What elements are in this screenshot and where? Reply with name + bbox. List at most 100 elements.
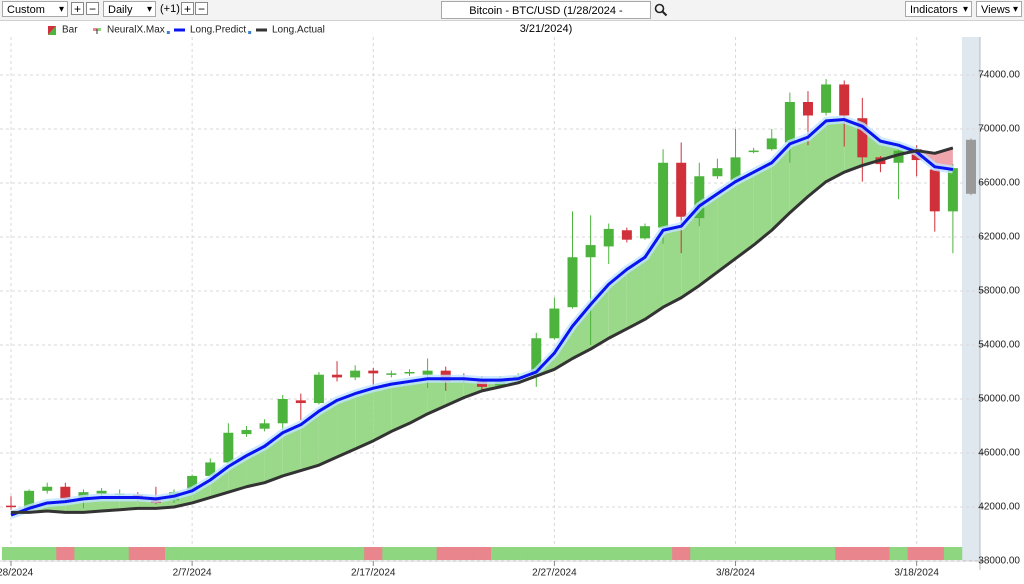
search-icon[interactable]	[654, 3, 668, 17]
y-tick-label: 38000.00	[978, 556, 1020, 567]
legend-label: Long.Predict	[190, 25, 246, 36]
area-fill	[753, 162, 772, 246]
candle-body	[802, 102, 813, 116]
signal-cell	[146, 547, 166, 560]
candle-body	[187, 475, 198, 493]
signal-cell	[780, 547, 800, 560]
y-tick-label: 46000.00	[978, 448, 1020, 459]
signal-cell	[237, 547, 256, 560]
area-fill	[807, 120, 827, 197]
symbol-title[interactable]: Bitcoin - BTC/USD (1/28/2024 - 3/21/2024…	[441, 1, 651, 35]
period-select[interactable]: Custom	[2, 1, 68, 18]
signal-cell	[545, 547, 564, 560]
x-tick-label: 2/17/2024	[351, 568, 396, 579]
candle-body	[96, 490, 107, 494]
signal-cell	[128, 547, 148, 560]
candle-body	[42, 486, 53, 491]
signal-cell	[672, 547, 691, 560]
y-tick-label: 66000.00	[978, 178, 1020, 189]
area-fill	[735, 172, 754, 259]
signal-cell	[635, 547, 655, 560]
signal-cell	[617, 547, 637, 560]
area-fill	[572, 304, 591, 359]
candle-body	[313, 374, 324, 404]
area-fill	[717, 181, 736, 273]
candle-body	[947, 168, 958, 212]
signal-cell	[201, 547, 220, 560]
signal-cell	[708, 547, 727, 560]
signal-cell	[382, 547, 401, 560]
zoom-in[interactable]: +	[71, 2, 84, 15]
y-tick-label: 62000.00	[978, 232, 1020, 243]
signal-cell	[92, 547, 111, 560]
signal-cell	[110, 547, 130, 560]
signal-cell	[599, 547, 619, 560]
y-tick-label: 70000.00	[978, 124, 1020, 135]
area-fill	[373, 384, 392, 441]
signal-cell	[798, 547, 818, 560]
x-tick-label: 1/28/2024	[0, 568, 34, 579]
signal-cell	[853, 547, 872, 560]
indicators-menu[interactable]: Indicators	[905, 1, 972, 18]
line	[11, 146, 954, 514]
candle-body	[332, 374, 343, 378]
area-fill	[626, 257, 645, 329]
signal-cell	[744, 547, 763, 560]
area-fill	[427, 378, 446, 414]
signal-cell	[219, 547, 238, 560]
signal-cell	[1, 547, 21, 560]
legend-label: NeuralX.Max	[107, 25, 165, 36]
candle-body	[857, 118, 868, 158]
signal-cell	[654, 547, 673, 560]
legend-dot	[248, 31, 252, 34]
signal-cell	[491, 547, 510, 560]
candle-body	[966, 139, 976, 194]
legend-label: Long.Actual	[272, 25, 325, 36]
legend-dot	[166, 31, 170, 34]
area-fill	[318, 400, 338, 466]
candle-body	[784, 102, 795, 143]
x-tick-label: 2/7/2024	[173, 568, 212, 579]
signal-cell	[56, 547, 75, 560]
candle-body	[60, 486, 71, 499]
candle-body	[295, 400, 306, 404]
legend-icon	[97, 28, 101, 31]
candle-body	[603, 228, 614, 247]
y-tick-label: 74000.00	[978, 70, 1020, 81]
legend-icon	[48, 26, 56, 35]
candle-body	[567, 257, 578, 308]
interval-select[interactable]: Daily	[103, 1, 156, 18]
area-fill	[608, 269, 627, 339]
candle-body	[549, 308, 560, 339]
area-fill	[663, 226, 682, 308]
offset-minus[interactable]: −	[195, 2, 208, 15]
signal-cell	[255, 547, 274, 560]
signal-cell	[581, 547, 600, 560]
y-tick-label: 50000.00	[978, 394, 1020, 405]
area-fill	[337, 393, 356, 458]
candle-body	[241, 430, 252, 435]
offset-plus[interactable]: +	[181, 2, 194, 15]
area-fill	[826, 119, 845, 182]
signal-cell	[472, 547, 492, 560]
signal-cell	[762, 547, 782, 560]
signal-cell	[74, 547, 93, 560]
candle-body	[621, 230, 632, 240]
zoom-out[interactable]: −	[86, 2, 99, 15]
offset: (+1)	[160, 3, 180, 15]
signal-cell	[817, 547, 836, 560]
signal-cell	[907, 547, 927, 560]
area-fill	[391, 381, 410, 432]
candle-body	[223, 432, 234, 463]
signal-cell	[943, 547, 963, 560]
candle-body	[24, 490, 35, 510]
candle-body	[694, 176, 705, 219]
signal-cell	[871, 547, 890, 560]
signal-cell	[273, 547, 293, 560]
signal-cell	[889, 547, 908, 560]
candle-body	[585, 245, 596, 258]
signal-cell	[527, 547, 546, 560]
signal-cell	[327, 547, 347, 560]
views-menu[interactable]: Views	[976, 1, 1022, 18]
